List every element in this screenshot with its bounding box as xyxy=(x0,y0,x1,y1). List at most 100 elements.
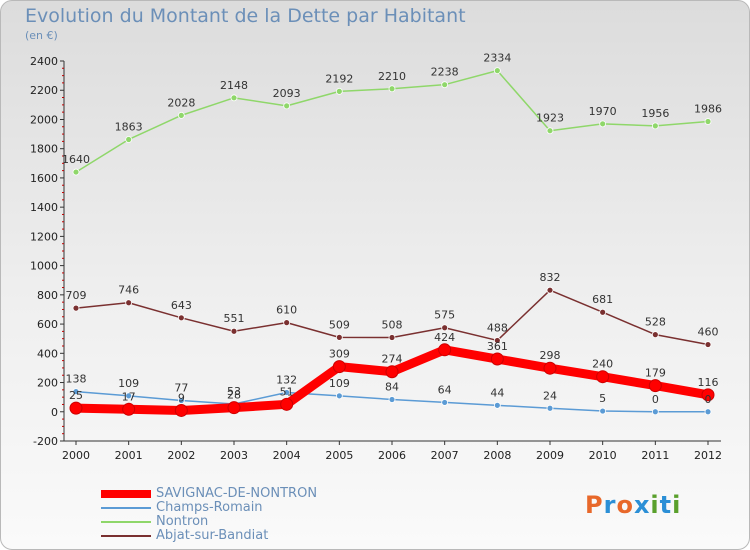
x-tick-label: 2007 xyxy=(431,449,459,462)
x-tick-label: 2001 xyxy=(115,449,143,462)
series-point-0 xyxy=(543,361,557,375)
data-label-1: 64 xyxy=(438,383,452,396)
series-point-3 xyxy=(335,333,343,341)
series-point-3 xyxy=(72,304,80,312)
data-label-0: 28 xyxy=(227,389,241,402)
series-point-0 xyxy=(174,403,188,417)
x-tick-label: 2006 xyxy=(378,449,406,462)
data-label-0: 274 xyxy=(382,353,403,366)
y-tick-label: 2200 xyxy=(30,84,58,97)
series-point-1 xyxy=(493,401,501,409)
data-label-0: 116 xyxy=(698,376,719,389)
series-point-3 xyxy=(651,331,659,339)
logo-letter: i xyxy=(650,491,660,519)
series-point-2 xyxy=(651,122,659,130)
series-point-3 xyxy=(283,319,291,327)
x-tick-label: 2002 xyxy=(167,449,195,462)
data-label-2: 2028 xyxy=(167,96,195,109)
data-label-3: 460 xyxy=(698,326,719,339)
series-point-1 xyxy=(599,407,607,415)
legend-swatch-abjat xyxy=(101,535,151,537)
y-tick-label: 1000 xyxy=(30,260,58,273)
y-tick-label: 200 xyxy=(37,377,58,390)
series-point-2 xyxy=(546,127,554,135)
data-label-3: 488 xyxy=(487,321,508,334)
series-point-0 xyxy=(122,402,136,416)
data-label-2: 1923 xyxy=(536,112,564,125)
y-tick-label: 400 xyxy=(37,347,58,360)
logo-letter: r xyxy=(603,491,617,519)
data-label-1: 5 xyxy=(599,392,606,405)
x-tick-label: 2003 xyxy=(220,449,248,462)
data-label-2: 2093 xyxy=(273,87,301,100)
series-point-0 xyxy=(385,365,399,379)
data-label-0: 361 xyxy=(487,340,508,353)
legend-swatch-champs-romain xyxy=(101,507,151,509)
data-label-0: 179 xyxy=(645,367,666,380)
data-label-0: 424 xyxy=(434,331,455,344)
chart-subtitle: (en €) xyxy=(25,29,58,42)
legend-swatch-nontron xyxy=(101,521,151,523)
data-label-3: 746 xyxy=(118,284,139,297)
series-point-1 xyxy=(177,397,185,404)
chart-title: Evolution du Montant de la Dette par Hab… xyxy=(25,5,466,27)
series-point-0 xyxy=(438,343,452,357)
series-point-1 xyxy=(283,389,291,396)
series-point-2 xyxy=(599,120,607,128)
series-point-1 xyxy=(651,408,659,416)
logo-letter: t xyxy=(659,491,673,519)
data-label-3: 509 xyxy=(329,318,350,331)
data-label-2: 2192 xyxy=(325,72,353,85)
series-point-0 xyxy=(490,352,504,366)
series-point-2 xyxy=(441,81,449,89)
legend-label-nontron: Nontron xyxy=(156,514,209,529)
series-point-0 xyxy=(280,397,294,411)
series-point-0 xyxy=(227,401,241,415)
data-label-1: 109 xyxy=(118,377,139,390)
logo-letter: o xyxy=(616,491,634,519)
x-tick-label: 2011 xyxy=(641,449,669,462)
data-label-1: 132 xyxy=(276,373,297,386)
y-tick-label: 0 xyxy=(51,406,58,419)
data-label-2: 1640 xyxy=(62,153,90,166)
data-label-2: 2210 xyxy=(378,70,406,83)
data-label-3: 832 xyxy=(540,271,561,284)
data-label-3: 681 xyxy=(592,293,613,306)
series-point-1 xyxy=(388,396,396,403)
logo-letter: x xyxy=(633,491,651,519)
data-label-1: 53 xyxy=(227,385,241,398)
data-label-2: 1986 xyxy=(694,103,722,116)
y-tick-label: 1800 xyxy=(30,143,58,156)
series-point-1 xyxy=(335,392,343,400)
legend-label-abjat: Abjat-sur-Bandiat xyxy=(156,528,269,543)
data-label-0: 25 xyxy=(69,389,83,402)
x-tick-label: 2012 xyxy=(694,449,722,462)
legend-label-champs-romain: Champs-Romain xyxy=(156,500,263,515)
series-point-1 xyxy=(125,392,133,400)
data-label-2: 2334 xyxy=(483,52,511,65)
logo-letter: i xyxy=(672,491,682,519)
legend-swatch-savignac xyxy=(101,490,151,498)
x-tick-label: 2000 xyxy=(62,449,90,462)
y-tick-label: 1200 xyxy=(30,230,58,243)
series-point-3 xyxy=(546,286,554,294)
series-point-1 xyxy=(441,399,449,406)
data-label-3: 508 xyxy=(382,319,403,332)
series-point-2 xyxy=(388,85,396,93)
data-label-0: 9 xyxy=(178,391,185,404)
data-label-0: 298 xyxy=(540,349,561,362)
data-label-3: 551 xyxy=(224,312,245,325)
series-point-3 xyxy=(493,337,501,344)
series-point-2 xyxy=(493,67,501,75)
series-point-0 xyxy=(701,388,715,402)
data-label-0: 17 xyxy=(122,390,136,403)
data-label-0: 309 xyxy=(329,348,350,361)
data-label-1: 138 xyxy=(66,373,87,386)
x-tick-label: 2008 xyxy=(483,449,511,462)
data-label-1: 0 xyxy=(652,393,659,406)
series-point-2 xyxy=(704,118,712,125)
data-label-3: 643 xyxy=(171,299,192,312)
series-point-1 xyxy=(704,408,712,416)
series-point-1 xyxy=(72,388,80,396)
